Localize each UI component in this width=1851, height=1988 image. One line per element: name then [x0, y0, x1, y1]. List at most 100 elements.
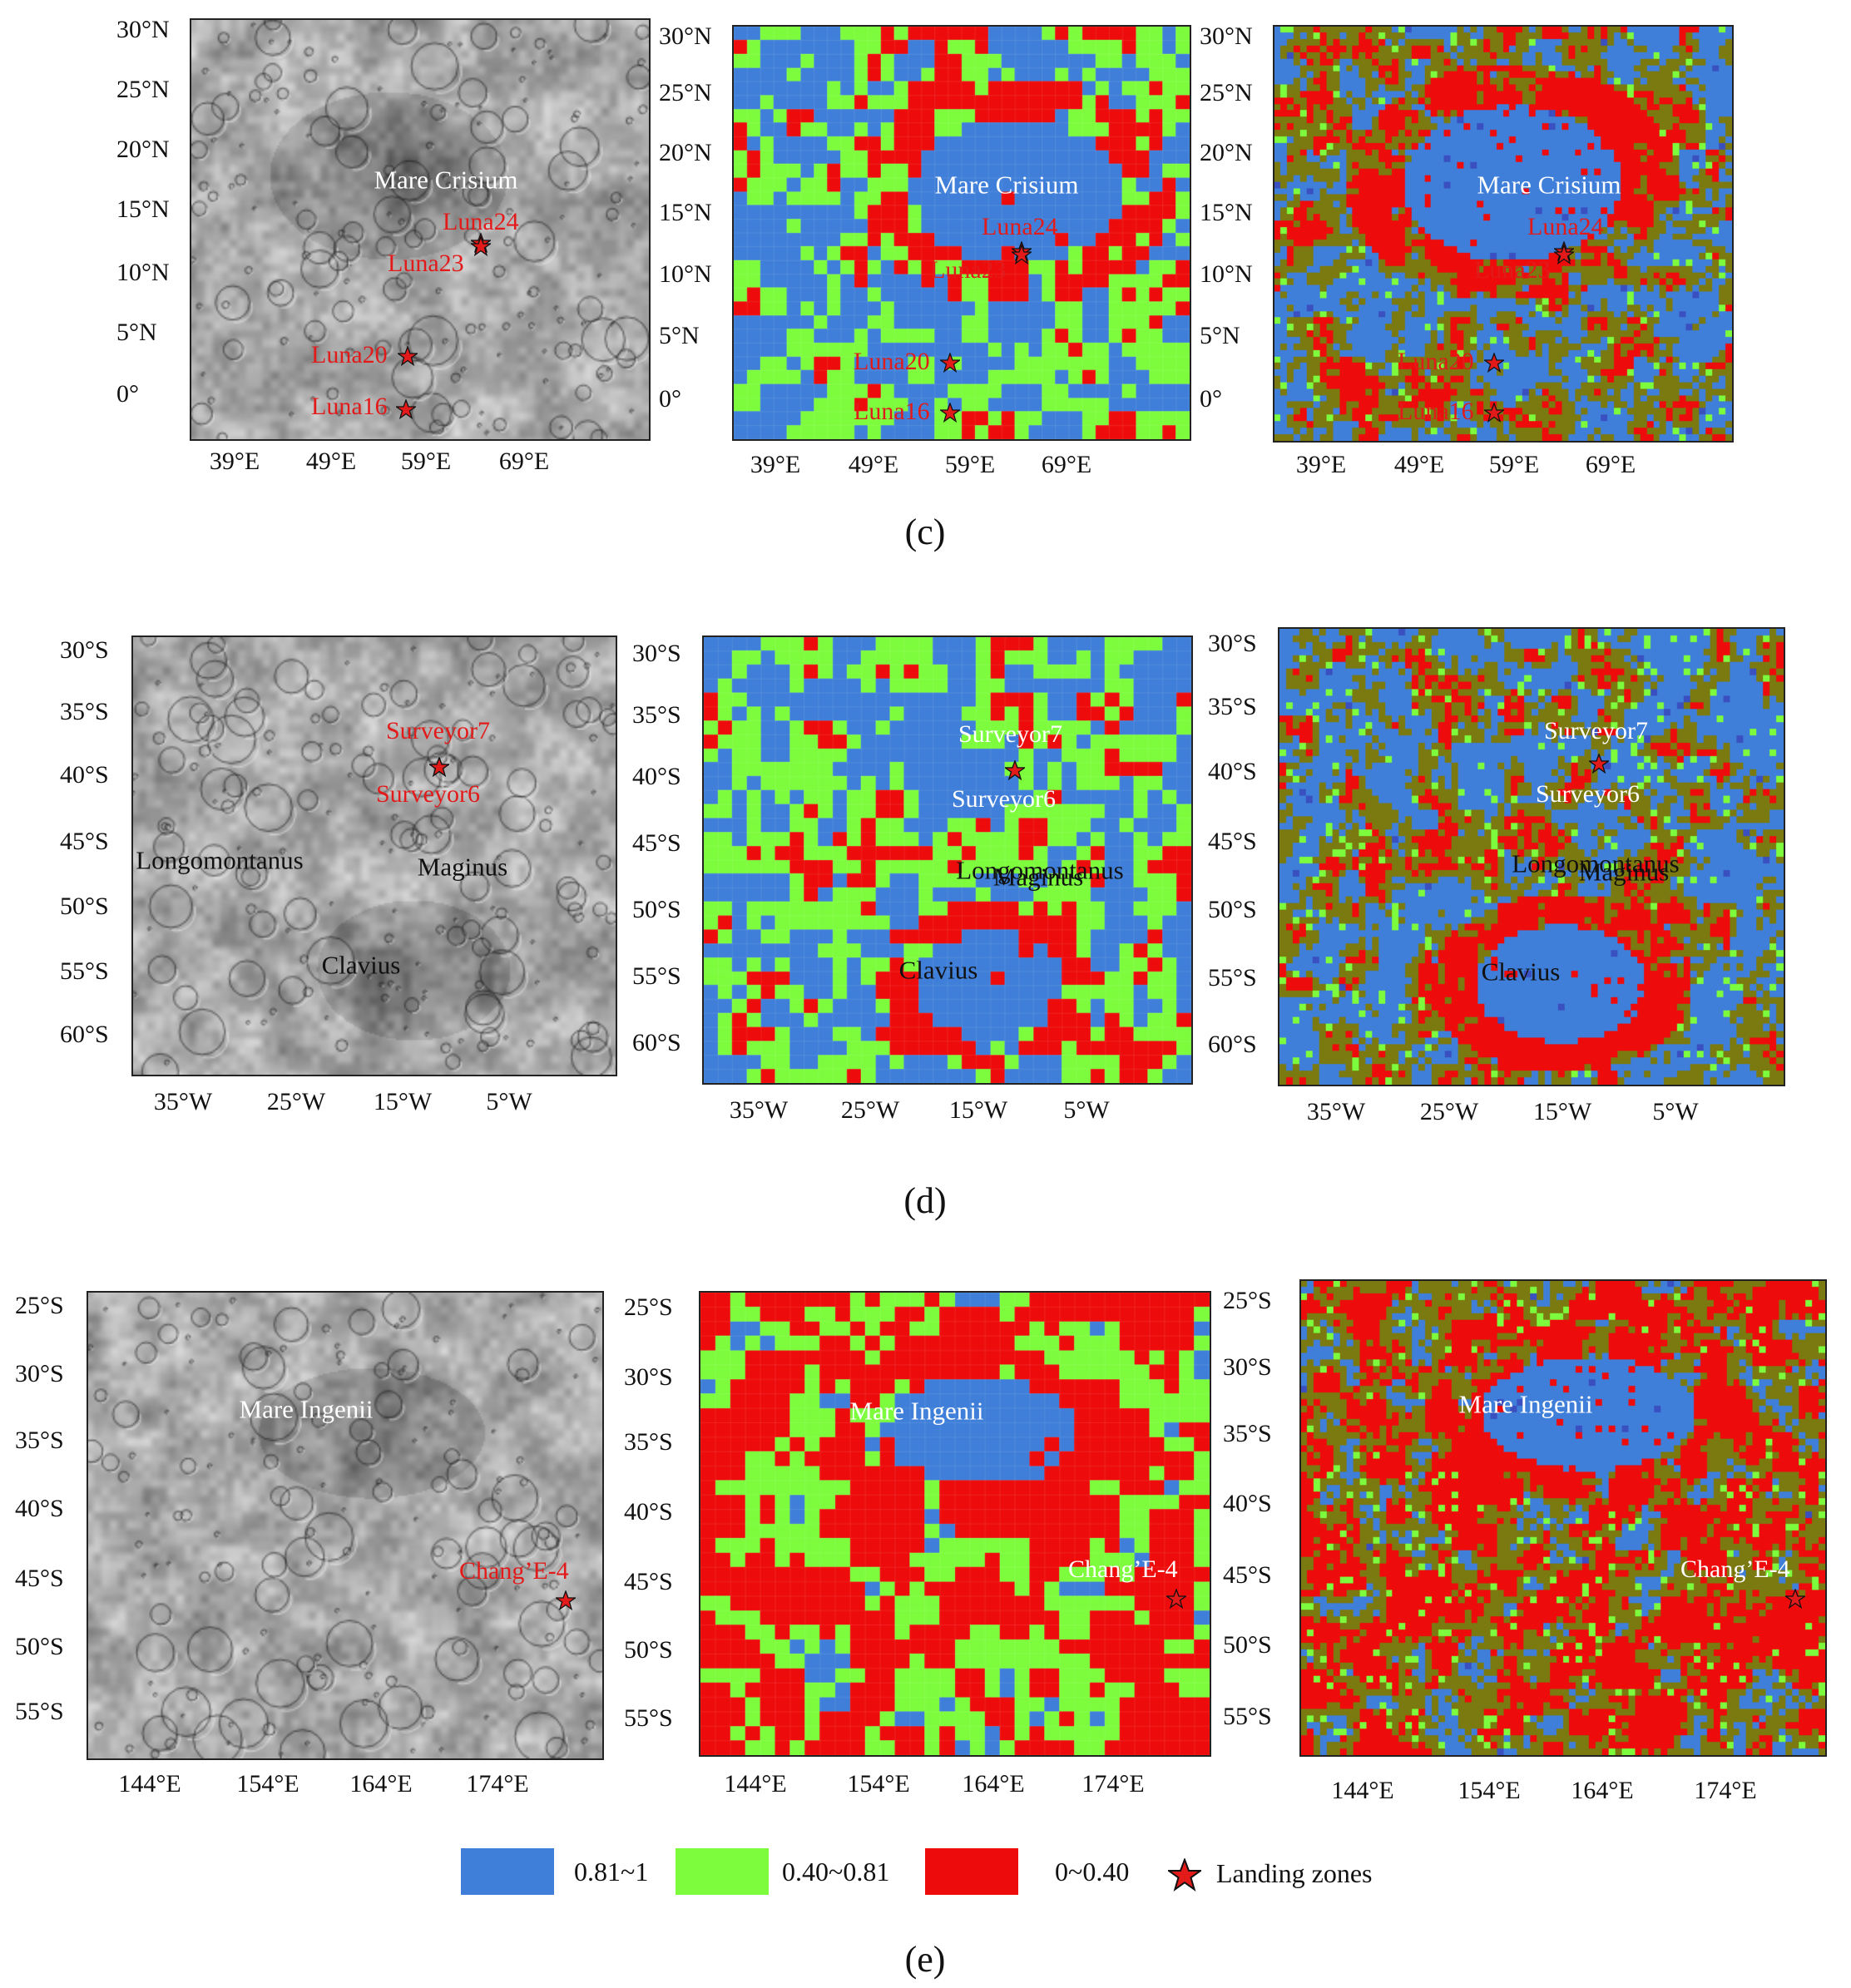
x-tick-label-c2: 49°E: [848, 451, 899, 478]
y-tick-label-d3: 40°S: [1208, 758, 1257, 785]
x-tick-label-c1: 59°E: [400, 448, 452, 475]
y-tick-label-d1: 35°S: [60, 698, 109, 725]
y-tick-label-d3: 60°S: [1208, 1031, 1257, 1058]
feature-label-c3: Mare Crisium: [1477, 170, 1621, 200]
feature-label-e2: Mare Ingenii: [849, 1396, 984, 1426]
y-tick-label-c3: 15°N: [1200, 199, 1253, 226]
landing-site-label-c1: Luna23: [388, 250, 464, 277]
y-tick-label-e1: 35°S: [15, 1427, 64, 1454]
y-tick-label-d1: 55°S: [60, 957, 109, 985]
y-tick-label-c2: 5°N: [659, 322, 700, 349]
y-tick-label-d3: 50°S: [1208, 896, 1257, 923]
y-tick-label-e3: 50°S: [1223, 1631, 1272, 1659]
x-tick-label-d2: 25°W: [840, 1096, 900, 1124]
x-tick-label-e2: 154°E: [847, 1770, 910, 1798]
feature-label-d1: Longomontanus: [136, 845, 304, 875]
landing-site-label-d3: Surveyor6: [1536, 780, 1640, 808]
landing-site-label-c1: Luna20: [311, 341, 388, 368]
landing-star-icon-d3: [1589, 754, 1609, 774]
y-tick-label-e1: 30°S: [15, 1360, 64, 1387]
feature-label-c1: Mare Crisium: [374, 165, 518, 195]
fine-map-panel-e: [1299, 1279, 1827, 1757]
y-tick-label-d2: 60°S: [632, 1029, 681, 1056]
y-tick-label-e2: 25°S: [624, 1293, 673, 1321]
landing-site-label-c3: Luna16: [1398, 398, 1474, 425]
landing-site-label-e1: Chang’E-4: [459, 1557, 569, 1585]
y-tick-label-c3: 5°N: [1200, 322, 1240, 349]
landing-star-icon-e1: [556, 1590, 576, 1610]
x-tick-label-d2: 35°W: [729, 1096, 789, 1124]
landing-site-label-c2: Luna20: [854, 348, 930, 375]
x-tick-label-c2: 69°E: [1041, 451, 1092, 478]
fine-classification-map-e: [1301, 1281, 1825, 1755]
y-tick-label-c2: 25°N: [659, 79, 712, 106]
x-tick-label-c1: 49°E: [305, 448, 357, 475]
landing-star-icon-e2: [1166, 1589, 1186, 1609]
landing-site-label-e3: Chang’E-4: [1680, 1555, 1790, 1583]
x-tick-label-d3: 25°W: [1419, 1098, 1479, 1125]
landing-star-icon-c2: [940, 353, 960, 373]
y-tick-label-c1: 0°: [116, 380, 139, 408]
landing-star-icon-c3: [1484, 403, 1504, 423]
landing-site-label-e2: Chang’E-4: [1068, 1555, 1178, 1583]
coarse-classification-map-c: [734, 27, 1190, 439]
y-tick-label-d1: 60°S: [60, 1021, 109, 1048]
x-tick-label-c1: 39°E: [209, 448, 260, 475]
coarse-classification-map-e: [700, 1293, 1210, 1755]
y-tick-label-d3: 30°S: [1208, 630, 1257, 657]
landing-star-icon-c3: [1484, 353, 1504, 373]
x-tick-label-d1: 15°W: [373, 1088, 433, 1115]
x-tick-label-e1: 154°E: [236, 1770, 299, 1798]
landing-site-label-c2: Luna16: [854, 398, 930, 425]
moon-image-panel-e: [87, 1291, 604, 1760]
coarse-classification-map-d: [704, 637, 1191, 1083]
y-tick-label-e1: 25°S: [15, 1292, 64, 1319]
landing-site-label-c2: Luna23: [930, 256, 1007, 284]
y-tick-label-e2: 50°S: [624, 1636, 673, 1664]
coarse-map-panel-d: [702, 635, 1193, 1085]
x-tick-label-d1: 35°W: [153, 1088, 213, 1115]
legend-label-low: 0~0.40: [1055, 1857, 1130, 1887]
legend-label-landing: Landing zones: [1216, 1858, 1373, 1888]
landing-star-icon-c1: [396, 399, 416, 419]
y-tick-label-e1: 45°S: [15, 1565, 64, 1592]
y-tick-label-e3: 35°S: [1223, 1420, 1272, 1447]
x-tick-label-d3: 15°W: [1532, 1098, 1592, 1125]
y-tick-label-e2: 45°S: [624, 1568, 673, 1595]
y-tick-label-c3: 10°N: [1200, 260, 1253, 288]
y-tick-label-c2: 15°N: [659, 199, 712, 226]
x-tick-label-c3: 49°E: [1393, 451, 1445, 478]
moon-image-e: [88, 1293, 602, 1758]
landing-star-icon-c1: [398, 346, 418, 366]
y-tick-label-c1: 30°N: [116, 16, 170, 43]
moon-image-c: [191, 20, 649, 439]
legend-swatch-high: [461, 1848, 554, 1895]
x-tick-label-c3: 59°E: [1488, 451, 1540, 478]
legend-swatch-low: [925, 1848, 1018, 1895]
landing-site-label-c3: Luna20: [1398, 348, 1474, 375]
feature-label-d3: Clavius: [1481, 957, 1561, 987]
y-tick-label-c3: 20°N: [1200, 139, 1253, 166]
landing-site-label-d2: Surveyor7: [958, 720, 1062, 748]
feature-label-c2: Mare Crisium: [934, 170, 1079, 200]
y-tick-label-e2: 35°S: [624, 1428, 673, 1456]
y-tick-label-e3: 25°S: [1223, 1287, 1272, 1314]
fine-map-panel-c: [1273, 25, 1734, 443]
y-tick-label-d2: 40°S: [632, 763, 681, 790]
x-tick-label-e1: 144°E: [118, 1770, 181, 1798]
x-tick-label-e1: 164°E: [349, 1770, 413, 1798]
moon-image-d: [133, 637, 616, 1075]
fine-map-panel-d: [1278, 627, 1785, 1086]
feature-label-e3: Mare Ingenii: [1458, 1389, 1593, 1419]
x-tick-label-e3: 154°E: [1458, 1777, 1521, 1804]
x-tick-label-c1: 69°E: [498, 448, 550, 475]
landing-site-label-c3: Luna23: [1474, 256, 1551, 284]
feature-label-d1: Maginus: [417, 852, 508, 882]
landing-site-label-d1: Surveyor6: [376, 780, 480, 808]
y-tick-label-c3: 30°N: [1200, 22, 1253, 50]
landing-star-icon-e3: [1785, 1589, 1805, 1609]
y-tick-label-d2: 45°S: [632, 829, 681, 857]
y-tick-label-e2: 55°S: [624, 1704, 673, 1732]
landing-star-icon-c2: [940, 403, 960, 423]
x-tick-label-c2: 59°E: [944, 451, 996, 478]
